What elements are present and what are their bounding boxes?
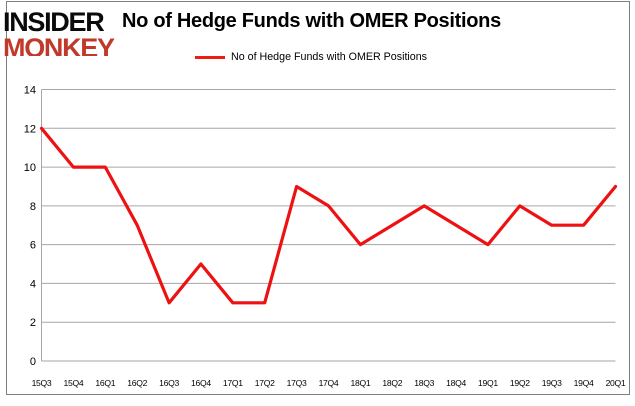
svg-text:19Q1: 19Q1 <box>478 378 498 388</box>
svg-text:18Q3: 18Q3 <box>414 378 434 388</box>
svg-text:16Q4: 16Q4 <box>191 378 211 388</box>
svg-text:18Q2: 18Q2 <box>382 378 402 388</box>
svg-text:19Q2: 19Q2 <box>510 378 530 388</box>
svg-text:18Q1: 18Q1 <box>350 378 370 388</box>
svg-text:0: 0 <box>30 356 36 368</box>
svg-text:8: 8 <box>30 201 36 213</box>
svg-text:10: 10 <box>24 162 36 174</box>
svg-text:17Q2: 17Q2 <box>255 378 275 388</box>
svg-text:16Q3: 16Q3 <box>159 378 179 388</box>
svg-text:4: 4 <box>30 278 36 290</box>
svg-text:15Q4: 15Q4 <box>63 378 83 388</box>
svg-text:2: 2 <box>30 317 36 329</box>
svg-text:19Q4: 19Q4 <box>574 378 594 388</box>
svg-text:17Q3: 17Q3 <box>287 378 307 388</box>
svg-text:18Q4: 18Q4 <box>446 378 466 388</box>
svg-text:12: 12 <box>24 123 36 135</box>
svg-text:14: 14 <box>24 85 36 97</box>
svg-text:17Q1: 17Q1 <box>223 378 243 388</box>
svg-text:16Q1: 16Q1 <box>95 378 115 388</box>
svg-text:19Q3: 19Q3 <box>542 378 562 388</box>
svg-text:20Q1: 20Q1 <box>606 378 626 388</box>
svg-text:6: 6 <box>30 240 36 252</box>
svg-text:16Q2: 16Q2 <box>127 378 147 388</box>
svg-text:15Q3: 15Q3 <box>32 378 52 388</box>
svg-text:17Q4: 17Q4 <box>319 378 339 388</box>
